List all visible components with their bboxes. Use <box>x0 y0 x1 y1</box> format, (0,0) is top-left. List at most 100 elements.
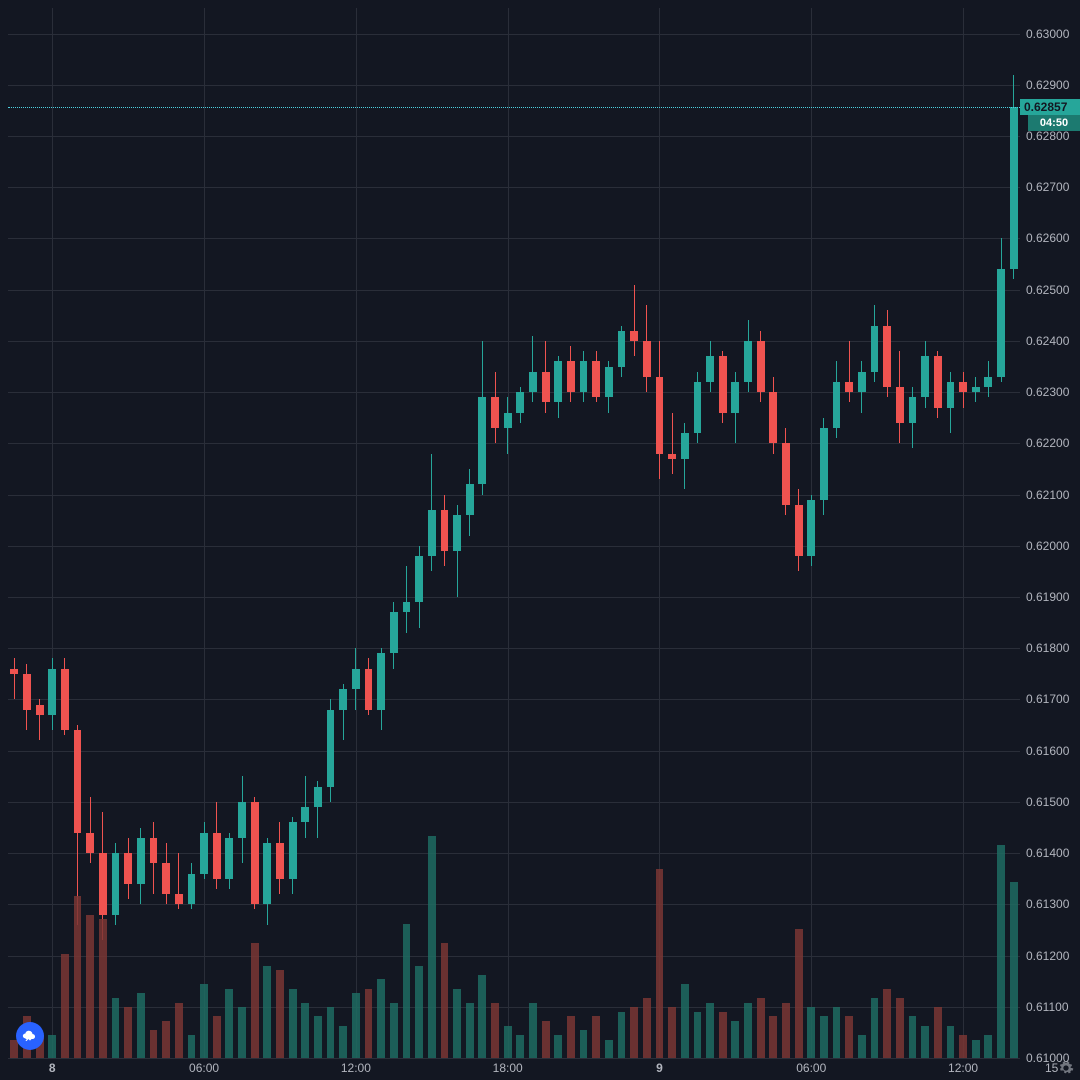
volume-bar <box>871 998 879 1058</box>
candle-body[interactable] <box>137 838 145 884</box>
candle-body[interactable] <box>795 505 803 556</box>
y-axis-tick: 0.62100 <box>1020 488 1069 502</box>
volume-bar <box>314 1016 322 1058</box>
candle-body[interactable] <box>441 510 449 551</box>
candlestick-chart[interactable]: 0.630000.629000.628000.627000.626000.625… <box>0 0 1080 1080</box>
candle-body[interactable] <box>656 377 664 454</box>
candle-body[interactable] <box>36 705 44 715</box>
candle-body[interactable] <box>390 612 398 653</box>
candle-body[interactable] <box>289 822 297 878</box>
candle-body[interactable] <box>871 326 879 372</box>
candle-body[interactable] <box>504 413 512 428</box>
candle-body[interactable] <box>833 382 841 428</box>
candle-body[interactable] <box>605 367 613 398</box>
candle-body[interactable] <box>921 356 929 397</box>
candle-body[interactable] <box>516 392 524 412</box>
candle-body[interactable] <box>162 863 170 894</box>
candle-body[interactable] <box>377 653 385 709</box>
candle-body[interactable] <box>554 361 562 402</box>
candle-body[interactable] <box>934 356 942 407</box>
volume-bar <box>200 984 208 1058</box>
grid-line-v <box>508 8 509 1058</box>
candle-body[interactable] <box>731 382 739 413</box>
candle-body[interactable] <box>200 833 208 874</box>
candle-body[interactable] <box>74 730 82 832</box>
candle-body[interactable] <box>48 669 56 715</box>
candle-body[interactable] <box>61 669 69 730</box>
candle-body[interactable] <box>643 341 651 377</box>
candle-body[interactable] <box>478 397 486 484</box>
candle-body[interactable] <box>124 853 132 884</box>
candle-body[interactable] <box>99 853 107 914</box>
candle-body[interactable] <box>23 674 31 710</box>
candle-body[interactable] <box>263 843 271 904</box>
candle-body[interactable] <box>769 392 777 443</box>
gear-icon[interactable] <box>1058 1060 1076 1078</box>
candle-body[interactable] <box>757 341 765 392</box>
candle-body[interactable] <box>150 838 158 864</box>
candle-body[interactable] <box>327 710 335 787</box>
candle-body[interactable] <box>415 556 423 602</box>
candle-body[interactable] <box>858 372 866 392</box>
chart-plot-area[interactable] <box>8 8 1020 1058</box>
candle-body[interactable] <box>947 382 955 408</box>
candle-body[interactable] <box>719 356 727 412</box>
candle-body[interactable] <box>706 356 714 382</box>
x-axis-tick: 06:00 <box>189 1058 219 1075</box>
candle-body[interactable] <box>744 341 752 382</box>
candle-body[interactable] <box>972 387 980 392</box>
candle-body[interactable] <box>984 377 992 387</box>
candle-body[interactable] <box>694 382 702 433</box>
volume-bar <box>150 1030 158 1058</box>
candle-body[interactable] <box>276 843 284 879</box>
candle-body[interactable] <box>681 433 689 459</box>
volume-bar <box>441 943 449 1059</box>
candle-body[interactable] <box>428 510 436 556</box>
candle-body[interactable] <box>352 669 360 689</box>
candle-body[interactable] <box>782 443 790 504</box>
candle-body[interactable] <box>251 802 259 904</box>
candle-body[interactable] <box>909 397 917 423</box>
candle-body[interactable] <box>225 838 233 879</box>
candle-body[interactable] <box>491 397 499 428</box>
candle-body[interactable] <box>580 361 588 392</box>
candle-body[interactable] <box>845 382 853 392</box>
candle-body[interactable] <box>959 382 967 392</box>
volume-bar <box>1010 882 1018 1058</box>
candle-body[interactable] <box>1010 107 1018 269</box>
candle-body[interactable] <box>339 689 347 709</box>
candle-body[interactable] <box>668 454 676 459</box>
volume-bar <box>769 1016 777 1058</box>
candle-body[interactable] <box>820 428 828 500</box>
candle-body[interactable] <box>112 853 120 914</box>
candle-body[interactable] <box>883 326 891 387</box>
candle-body[interactable] <box>314 787 322 807</box>
price-axis[interactable]: 0.630000.629000.628000.627000.626000.625… <box>1020 8 1080 1058</box>
candle-body[interactable] <box>238 802 246 838</box>
candle-body[interactable] <box>618 331 626 367</box>
time-axis[interactable]: 806:0012:0018:00906:0012:0015 <box>8 1058 1020 1080</box>
candle-body[interactable] <box>567 361 575 392</box>
candle-body[interactable] <box>453 515 461 551</box>
candle-body[interactable] <box>10 669 18 674</box>
candle-body[interactable] <box>188 874 196 905</box>
candle-body[interactable] <box>542 372 550 403</box>
candle-body[interactable] <box>403 602 411 612</box>
candle-body[interactable] <box>365 669 373 710</box>
candle-body[interactable] <box>807 500 815 556</box>
volume-bar <box>694 1012 702 1058</box>
candle-body[interactable] <box>529 372 537 392</box>
candle-body[interactable] <box>213 833 221 879</box>
candle-body[interactable] <box>592 361 600 397</box>
tradingview-logo[interactable] <box>16 1022 44 1050</box>
candle-body[interactable] <box>466 484 474 515</box>
candle-body[interactable] <box>630 331 638 341</box>
candle-body[interactable] <box>86 833 94 853</box>
grid-line-h <box>8 956 1020 957</box>
candle-body[interactable] <box>175 894 183 904</box>
grid-line-h <box>8 187 1020 188</box>
grid-line-h <box>8 751 1020 752</box>
candle-body[interactable] <box>896 387 904 423</box>
candle-body[interactable] <box>997 269 1005 377</box>
candle-body[interactable] <box>301 807 309 822</box>
